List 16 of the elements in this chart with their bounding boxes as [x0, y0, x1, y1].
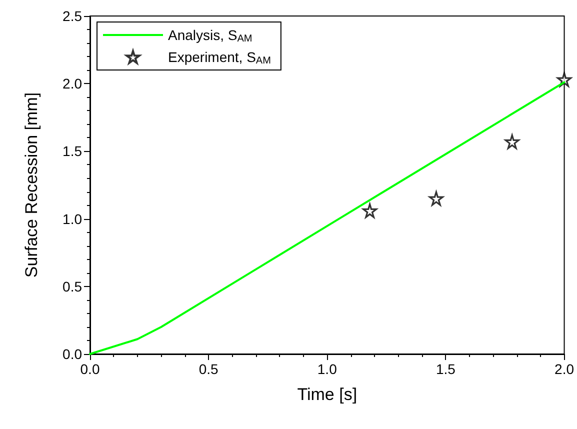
point	[428, 191, 444, 206]
x-tick-label: 0.0	[80, 361, 100, 377]
y-tick-label: 2.0	[62, 76, 82, 92]
x-tick-label: 1.0	[317, 361, 338, 377]
y-tick-label: 0.0	[62, 346, 82, 362]
y-tick-label: 0.5	[62, 278, 82, 294]
y-tick-label: 2.5	[62, 8, 82, 24]
point	[362, 203, 378, 218]
y-tick-label: 1.0	[62, 210, 82, 227]
point	[504, 134, 520, 150]
x-axis-title: Time [s]	[297, 385, 358, 404]
y-tick-label: 1.5	[62, 143, 82, 160]
x-tick-label: 2.0	[554, 361, 574, 377]
x-tick-label: 0.5	[198, 361, 219, 377]
y-axis-title: Surface Recession [mm]	[22, 92, 41, 278]
x-tick-label: 1.5	[436, 361, 456, 377]
